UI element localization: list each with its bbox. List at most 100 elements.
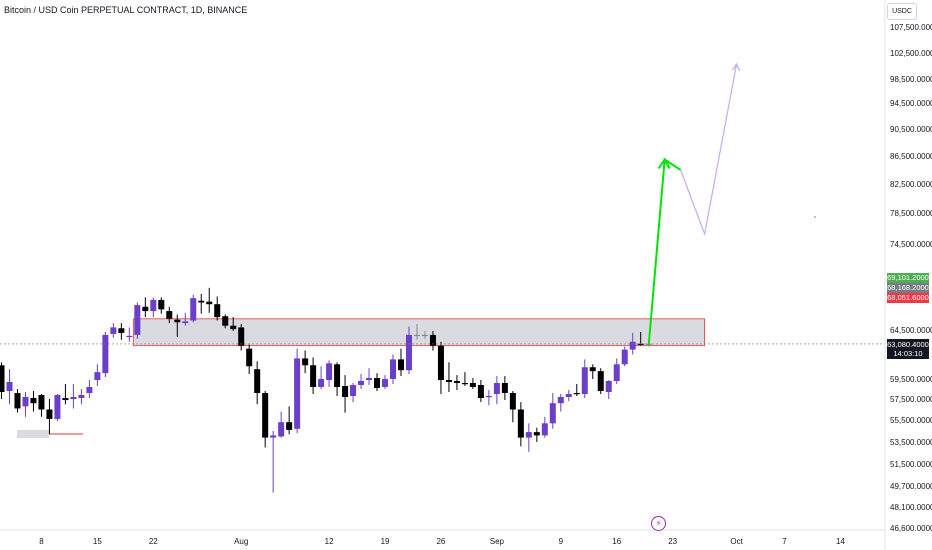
candle-body — [0, 365, 5, 392]
candle-body — [509, 393, 516, 410]
candle-body — [366, 378, 373, 380]
candle-body — [310, 365, 317, 387]
candle-body — [517, 409, 524, 438]
candle-body — [358, 381, 365, 385]
event-bolt-icon[interactable]: ⚡ — [651, 516, 666, 531]
support-box — [17, 430, 49, 438]
candle-body — [429, 334, 436, 346]
candle-body — [62, 398, 69, 401]
candle-body — [637, 343, 644, 345]
candle-body — [110, 327, 117, 334]
price-tag-green: 69,101.2000 — [887, 273, 929, 283]
candle-body — [86, 387, 93, 393]
candle-body — [318, 379, 325, 387]
candle-body — [150, 299, 157, 312]
candle-body — [533, 432, 540, 436]
price-tick-label: 82,500.0000 — [890, 180, 932, 189]
candle-body — [525, 432, 532, 438]
candle-body — [222, 316, 229, 326]
price-tick-label: 48,100.0000 — [890, 503, 932, 512]
resistance-zone — [132, 318, 706, 347]
candle-body — [573, 393, 580, 395]
candle-body — [541, 423, 548, 436]
price-tick-label: 57,500.0000 — [890, 395, 932, 404]
candle-body — [477, 385, 484, 398]
time-tick-label: 22 — [149, 537, 158, 546]
candle-body — [238, 327, 245, 346]
candle-body — [78, 395, 85, 398]
projection-arrow-green — [647, 157, 682, 346]
candle-body — [174, 319, 181, 323]
stray-dot — [814, 216, 816, 218]
time-tick-label: 16 — [612, 537, 621, 546]
candle-body — [286, 422, 293, 430]
candle-body — [501, 383, 508, 393]
price-tick-label: 98,500.0000 — [890, 75, 932, 84]
time-tick-label: 7 — [782, 537, 787, 546]
candle-body — [334, 364, 341, 387]
chart-title: Bitcoin / USD Coin PERPETUAL CONTRACT, 1… — [4, 5, 248, 15]
projection-arrow-purple-head — [732, 62, 741, 72]
currency-button[interactable]: USDC — [887, 3, 917, 20]
candle-body — [382, 379, 389, 387]
price-tag-red: 68,051.6000 — [887, 293, 929, 303]
last-price-value: 63,080.4000 — [887, 340, 929, 349]
candle-body — [294, 358, 301, 429]
time-tick-label: 19 — [381, 537, 390, 546]
price-tick-label: 107,500.0000 — [890, 23, 932, 32]
time-tick-label: 12 — [325, 537, 334, 546]
candle-body — [206, 301, 213, 305]
candle-body — [350, 385, 357, 396]
candle-body — [342, 386, 349, 397]
time-tick-label: Oct — [730, 537, 743, 546]
candle-body — [629, 341, 636, 350]
candle-body — [485, 396, 492, 398]
candles-layer — [0, 287, 652, 493]
price-tick-label: 51,500.0000 — [890, 460, 932, 469]
candle-body — [190, 298, 197, 321]
candle-body — [14, 393, 21, 409]
candle-body — [613, 364, 620, 381]
candle-body — [198, 300, 205, 303]
candle-body — [214, 304, 221, 318]
candle-body — [398, 359, 404, 371]
time-tick-label: 26 — [436, 537, 445, 546]
candle-body — [445, 380, 452, 382]
candle-body — [621, 349, 628, 365]
price-tag-gray: 68,168.2000 — [887, 283, 929, 293]
projection-arrow-green-head — [657, 157, 671, 170]
price-tick-label: 53,500.0000 — [890, 438, 932, 447]
price-tick-label: 46,600.0000 — [890, 524, 932, 533]
candle-body — [413, 334, 420, 337]
candle-body — [549, 403, 556, 424]
candle-body — [102, 334, 109, 374]
candle-body — [453, 381, 460, 383]
candle-body — [46, 409, 53, 419]
price-tick-label: 59,500.0000 — [890, 375, 932, 384]
candle-body — [254, 369, 261, 393]
candle-body — [54, 395, 61, 419]
candle-body — [302, 358, 309, 366]
projection-arrow-purple — [680, 63, 738, 237]
candle-body — [557, 397, 564, 404]
candle-body — [158, 299, 165, 310]
candle-body — [142, 306, 149, 312]
candle-body — [605, 381, 612, 392]
price-tick-label: 86,500.0000 — [890, 152, 932, 161]
candle-body — [270, 435, 277, 438]
candle-body — [126, 335, 133, 338]
countdown-timer: 14:03:10 — [893, 349, 923, 358]
time-tick-label: Aug — [234, 537, 248, 546]
candle-body — [469, 383, 476, 387]
candle-body — [326, 363, 333, 380]
candle-body — [565, 394, 572, 397]
last-price-tag: 63,080.4000 14:03:10 — [887, 339, 929, 359]
time-tick-label: 15 — [93, 537, 102, 546]
price-tick-label: 78,500.0000 — [890, 209, 932, 218]
candle-body — [22, 397, 29, 407]
price-tick-label: 94,500.0000 — [890, 99, 932, 108]
candle-body — [390, 359, 397, 379]
price-tick-label: 49,700.0000 — [890, 482, 932, 491]
candle-body — [230, 325, 237, 330]
